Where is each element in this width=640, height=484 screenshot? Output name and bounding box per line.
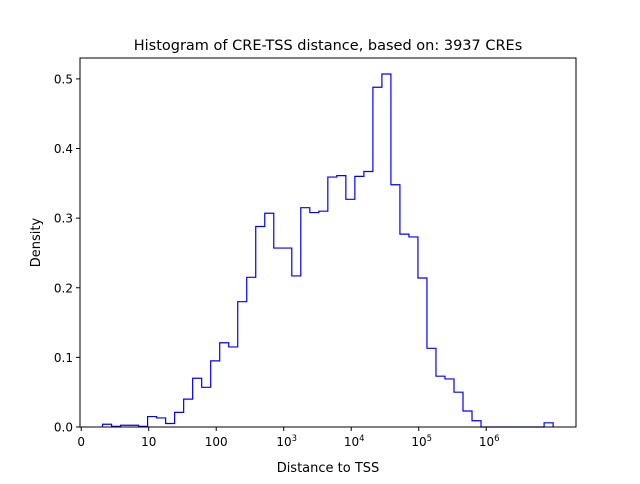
y-tick-label: 0.2 <box>54 281 73 295</box>
histogram-bin <box>301 208 310 427</box>
histogram-bin <box>202 387 211 427</box>
x-axis: 0 10 100 103 104 105 106 <box>77 427 500 449</box>
histogram-bin <box>274 248 283 427</box>
y-axis-label: Density <box>29 217 44 267</box>
histogram-bin <box>373 87 382 427</box>
y-axis: 0.0 0.1 0.2 0.3 0.4 0.5 <box>54 72 80 435</box>
histogram-bin <box>436 376 445 427</box>
histogram-bin <box>184 399 193 427</box>
histogram-bin <box>256 226 265 427</box>
histogram-bin <box>382 74 391 427</box>
histogram-bin <box>346 199 355 427</box>
plot-area <box>101 73 554 428</box>
histogram-bin <box>247 277 256 427</box>
x-tick-label: 105 <box>411 434 432 449</box>
histogram-bin <box>427 348 436 427</box>
histogram-bin <box>220 343 229 427</box>
x-tick-label: 106 <box>479 434 500 449</box>
histogram-bin <box>328 177 337 427</box>
histogram-bin <box>175 412 184 427</box>
histogram-bin <box>292 276 301 427</box>
histogram-bin <box>310 213 319 427</box>
histogram-bin <box>229 347 238 427</box>
histogram-bin <box>193 378 202 427</box>
histogram-bin <box>418 278 427 427</box>
histogram-bin <box>364 171 373 427</box>
x-tick-label: 104 <box>344 434 365 449</box>
x-axis-label: Distance to TSS <box>277 461 380 476</box>
histogram-bin <box>400 234 409 427</box>
y-tick-label: 0.4 <box>54 142 73 156</box>
x-tick-label: 0 <box>77 435 85 449</box>
histogram-bin <box>337 176 346 427</box>
histogram-bin <box>544 423 553 427</box>
histogram-bin <box>283 248 292 427</box>
x-tick-label: 100 <box>205 435 228 449</box>
chart-title: Histogram of CRE-TSS distance, based on:… <box>134 38 523 54</box>
y-tick-label: 0.1 <box>54 351 73 365</box>
histogram-step-line <box>101 73 554 428</box>
histogram-bin <box>148 417 157 427</box>
histogram-bin <box>355 176 364 427</box>
x-tick-label: 103 <box>276 434 297 449</box>
histogram-bin <box>265 213 274 427</box>
axes-frame <box>79 57 577 428</box>
histogram-bin <box>445 379 454 427</box>
histogram-bin <box>211 361 220 427</box>
histogram-bin <box>238 302 247 427</box>
histogram-bin <box>472 421 481 427</box>
histogram-bin <box>391 185 400 427</box>
histogram-bin <box>454 392 463 427</box>
histogram-bin <box>463 411 472 427</box>
y-tick-label: 0.0 <box>54 421 73 435</box>
y-tick-label: 0.3 <box>54 212 73 226</box>
histogram-bin <box>319 211 328 427</box>
x-tick-label: 10 <box>141 435 156 449</box>
y-tick-label: 0.5 <box>54 72 73 86</box>
histogram-bin <box>157 418 166 427</box>
histogram-bin <box>409 237 418 427</box>
